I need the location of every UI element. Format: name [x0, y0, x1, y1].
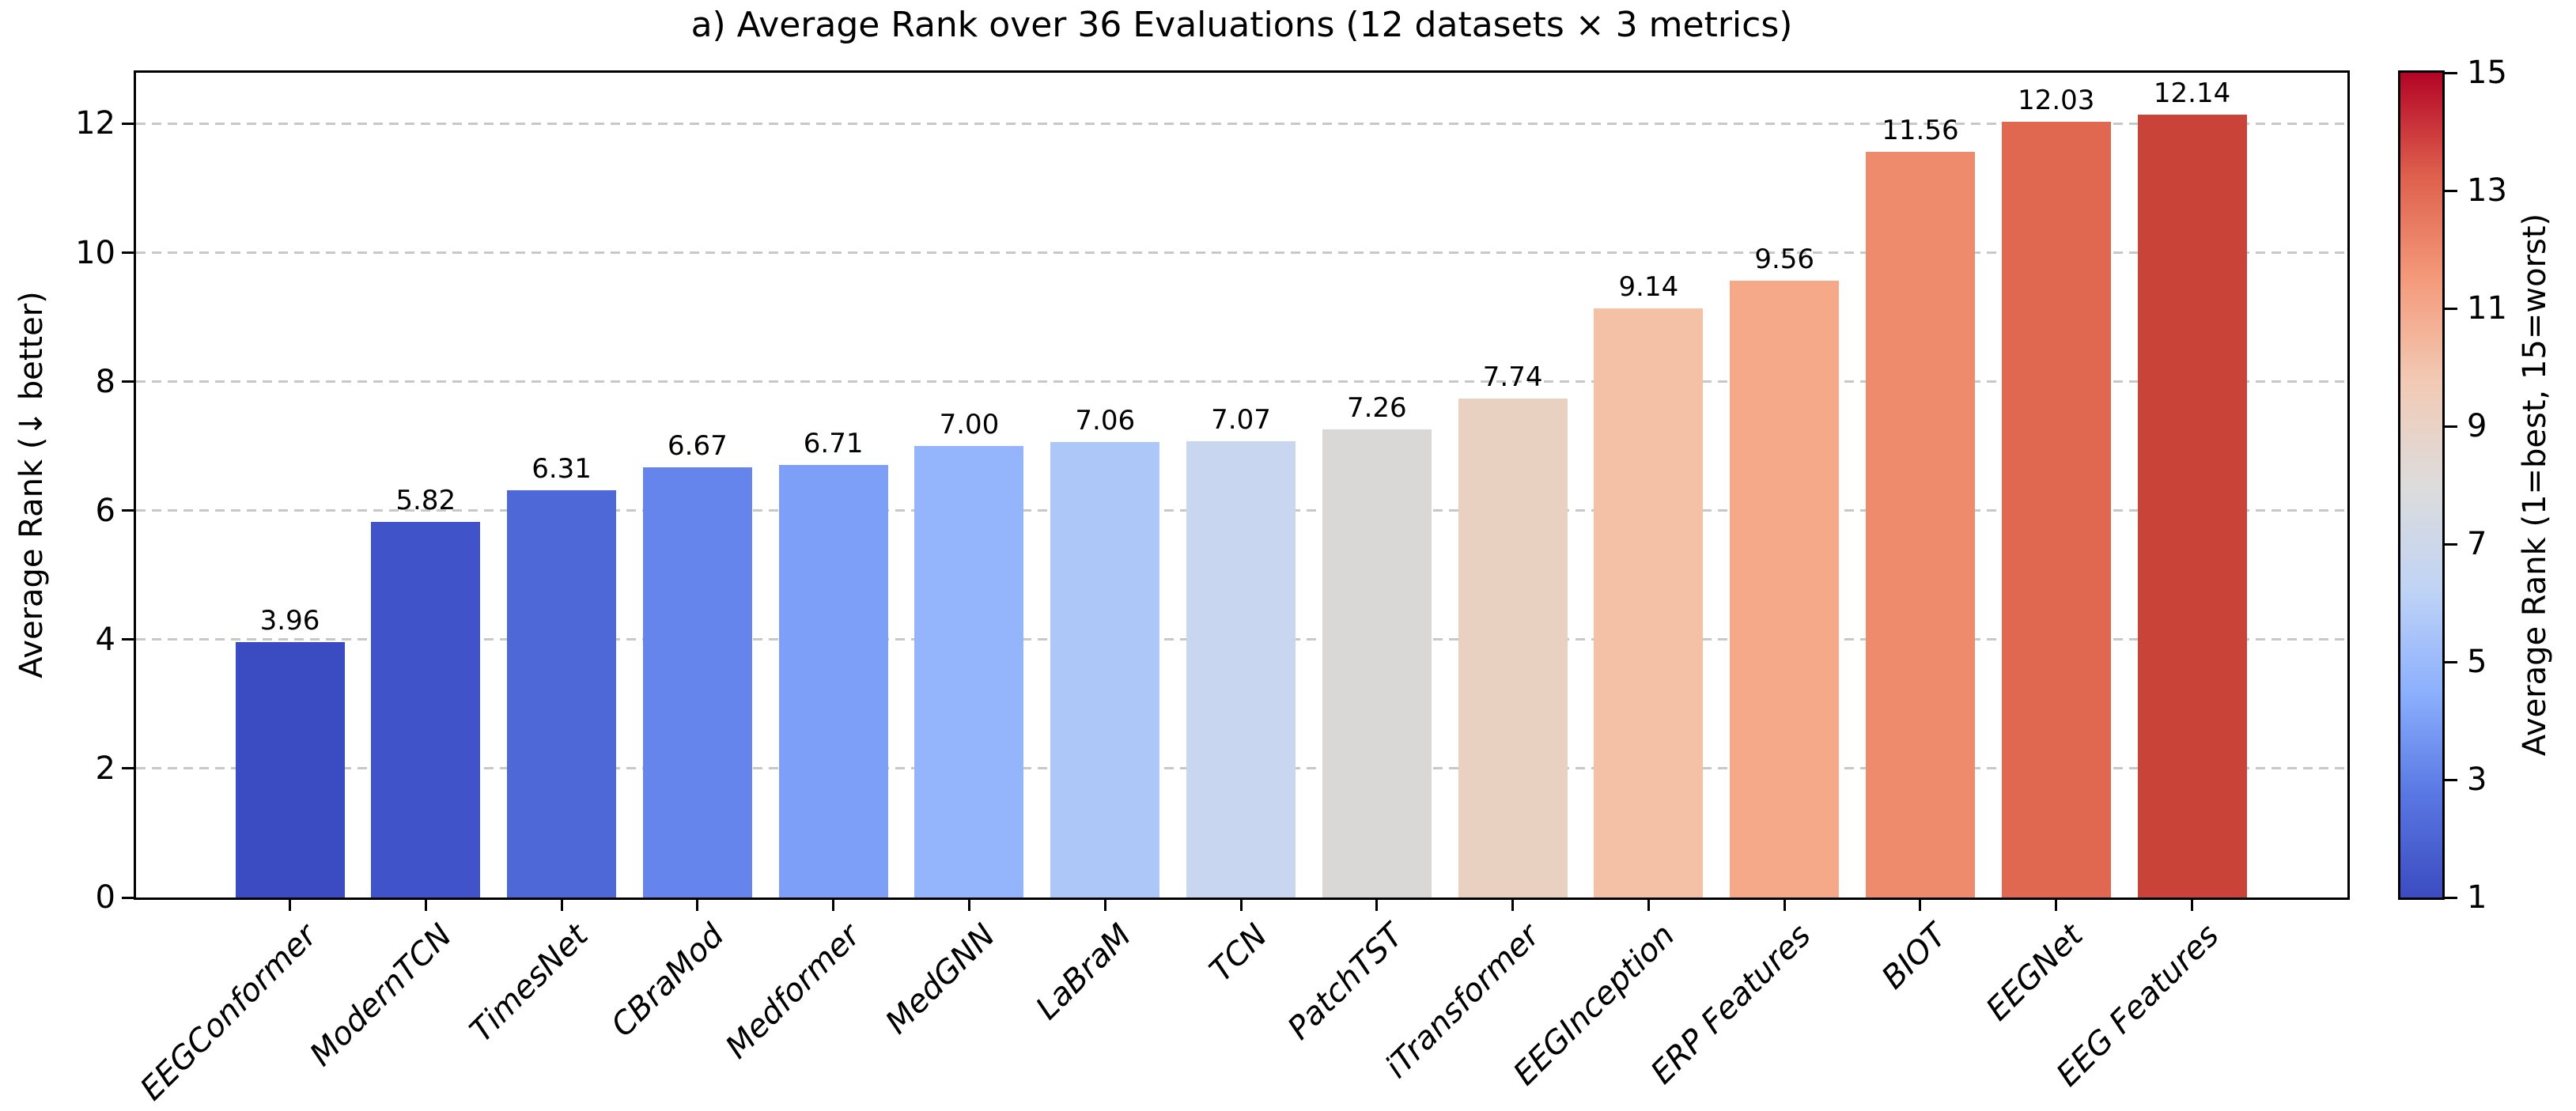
x-tick-mark: [696, 897, 699, 911]
bar-value-label: 7.26: [1346, 391, 1407, 424]
chart-title: a) Average Rank over 36 Evaluations (12 …: [690, 5, 1793, 45]
bar-value-label: 7.74: [1482, 361, 1543, 393]
x-tick-label: EEGNet: [1979, 917, 2090, 1028]
bar: [1050, 442, 1160, 897]
y-tick-label: 6: [95, 492, 115, 529]
x-tick-mark: [1783, 897, 1786, 911]
bar: [2001, 121, 2111, 897]
bar-value-label: 7.07: [1211, 404, 1271, 436]
gridline: [136, 380, 2347, 384]
x-tick-label: TimesNet: [463, 917, 596, 1050]
x-tick-mark: [1375, 897, 1379, 911]
y-tick-label: 4: [95, 621, 115, 658]
x-tick-label: MedGNN: [879, 917, 1003, 1041]
bar: [914, 446, 1024, 897]
gridline: [136, 122, 2347, 125]
x-tick-mark: [2191, 897, 2194, 911]
y-tick-mark: [122, 380, 136, 384]
bar: [371, 522, 481, 897]
y-tick-mark: [122, 638, 136, 641]
colorbar-tick-label: 11: [2467, 290, 2507, 327]
bar: [507, 490, 617, 897]
x-tick-label: TCN: [1202, 917, 1275, 989]
bar-value-label: 12.03: [2018, 84, 2095, 116]
x-tick-mark: [424, 897, 427, 911]
x-tick-label: Medformer: [718, 917, 868, 1066]
colorbar-tick-mark: [2445, 896, 2457, 899]
x-tick-mark: [1239, 897, 1243, 911]
colorbar-tick-mark: [2445, 307, 2457, 310]
bar: [778, 464, 888, 897]
colorbar-tick-label: 15: [2467, 55, 2507, 91]
bar-value-label: 3.96: [259, 605, 320, 637]
y-tick-label: 0: [95, 879, 115, 916]
y-tick-label: 8: [95, 363, 115, 400]
y-tick-label: 2: [95, 750, 115, 787]
bar-value-label: 7.06: [1075, 405, 1136, 437]
bar: [235, 642, 345, 897]
bar-value-label: 6.31: [531, 453, 592, 486]
colorbar-tick-mark: [2445, 189, 2457, 192]
bar-value-label: 11.56: [1882, 115, 1959, 147]
x-tick-mark: [289, 897, 291, 911]
colorbar-tick-mark: [2445, 425, 2457, 428]
x-tick-mark: [832, 897, 835, 911]
x-tick-mark: [1647, 897, 1650, 911]
x-tick-label: EEGConformer: [133, 917, 324, 1108]
colorbar-tick-label: 7: [2467, 526, 2487, 562]
y-tick-label: 12: [75, 105, 115, 142]
x-tick-mark: [967, 897, 970, 911]
colorbar-tick-label: 5: [2467, 644, 2487, 680]
colorbar-frame: [2398, 70, 2445, 900]
colorbar-gradient: [2400, 73, 2442, 897]
bar: [1458, 398, 1568, 897]
x-tick-mark: [560, 897, 563, 911]
x-tick-mark: [2055, 897, 2058, 911]
colorbar-tick-label: 3: [2467, 761, 2487, 798]
bar: [1865, 152, 1975, 897]
bar: [1322, 429, 1432, 897]
x-tick-label: PatchTST: [1280, 917, 1411, 1047]
x-tick-mark: [1103, 897, 1106, 911]
x-tick-mark: [1511, 897, 1515, 911]
x-tick-label: BIOT: [1874, 917, 1954, 996]
bar-value-label: 6.67: [668, 430, 728, 463]
x-tick-label: LaBraM: [1029, 917, 1139, 1027]
y-axis-label: Average Rank (↓ better): [13, 291, 50, 678]
y-tick-mark: [122, 767, 136, 770]
colorbar-tick-label: 9: [2467, 408, 2487, 444]
colorbar-tick-label: 1: [2467, 879, 2487, 916]
bar-value-label: 5.82: [395, 485, 456, 517]
bar-value-label: 7.00: [939, 409, 1000, 441]
y-tick-mark: [122, 509, 136, 512]
bar: [1730, 281, 1840, 897]
colorbar-tick-mark: [2445, 660, 2457, 663]
colorbar-label: Average Rank (1=best, 15=worst): [2517, 213, 2553, 757]
bar-value-label: 9.56: [1754, 244, 1815, 276]
x-tick-label: ModernTCN: [303, 917, 460, 1074]
y-tick-mark: [122, 251, 136, 255]
colorbar-tick-label: 13: [2467, 172, 2507, 209]
bar: [642, 467, 752, 897]
y-tick-mark: [122, 896, 136, 899]
bar: [2137, 115, 2247, 897]
bar: [1594, 308, 1704, 897]
x-tick-label: CBraMod: [604, 917, 732, 1045]
colorbar-tick-mark: [2445, 778, 2457, 781]
bar: [1186, 441, 1296, 897]
bar-value-label: 12.14: [2153, 77, 2231, 109]
bar-value-label: 9.14: [1618, 270, 1679, 303]
y-tick-mark: [122, 122, 136, 125]
colorbar-tick-mark: [2445, 542, 2457, 546]
gridline: [136, 251, 2347, 255]
bar-value-label: 6.71: [803, 427, 864, 459]
x-tick-mark: [1919, 897, 1922, 911]
y-tick-label: 10: [75, 234, 115, 271]
colorbar-tick-mark: [2445, 71, 2457, 74]
